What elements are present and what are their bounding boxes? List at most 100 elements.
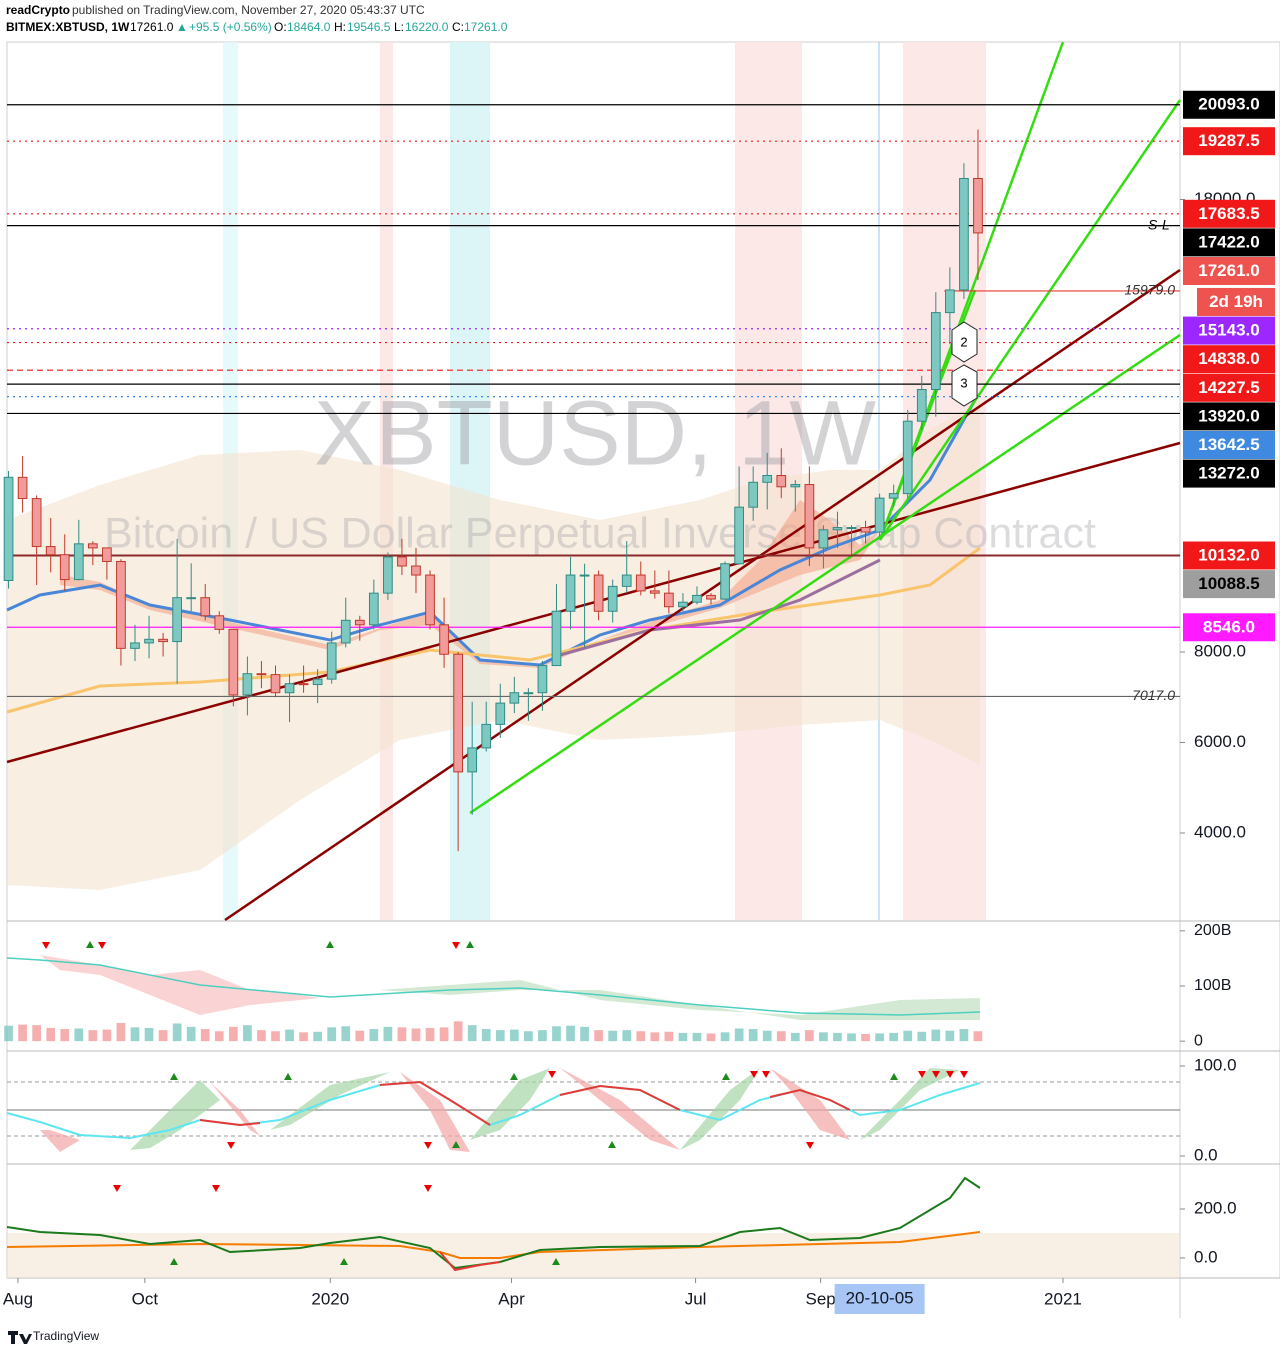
- price-label: 14227.5: [1198, 378, 1259, 397]
- osc-line-falling: [199, 1119, 261, 1127]
- volume-bar: [257, 1030, 266, 1042]
- volume-bar: [748, 1029, 758, 1042]
- volume-bar: [566, 1025, 575, 1042]
- price-label: 19287.5: [1198, 131, 1259, 150]
- volume-bar: [875, 1033, 884, 1042]
- candle-body: [930, 312, 941, 391]
- y-tick-label: 4000.0: [1194, 822, 1246, 841]
- candle-body: [411, 565, 421, 576]
- candle-body: [31, 498, 42, 548]
- volume-bar: [833, 1032, 842, 1042]
- candle-body: [73, 543, 84, 581]
- volume-bar: [327, 1027, 337, 1042]
- candle-body: [790, 484, 801, 488]
- candle-body: [579, 574, 590, 577]
- osc-line-falling: [769, 1088, 851, 1111]
- candle-body: [635, 574, 646, 592]
- candle-body: [846, 527, 857, 530]
- candle-body: [3, 476, 14, 581]
- volume-bar: [805, 1030, 814, 1042]
- y-tick-label: 100.0: [1194, 1056, 1237, 1075]
- price-label-box: [1183, 345, 1275, 374]
- x-tick-label: Apr: [498, 1289, 525, 1308]
- candle-body: [481, 723, 492, 749]
- candle-body: [804, 484, 815, 549]
- candle-body: [326, 642, 337, 680]
- x-tick-label: Oct: [132, 1289, 159, 1308]
- y-tick-label: 0: [1194, 1032, 1203, 1049]
- price-label: 15143.0: [1198, 321, 1259, 340]
- price-label: 8546.0: [1203, 617, 1255, 636]
- osc-line-falling: [559, 1084, 681, 1111]
- volume-bar: [524, 1031, 533, 1042]
- candle-body: [467, 747, 478, 773]
- logo: [8, 1331, 32, 1344]
- candle-body: [17, 476, 28, 500]
- volume-bar: [847, 1033, 856, 1042]
- x-tick-label: 2021: [1044, 1289, 1082, 1308]
- y-tick-label: 8000.0: [1194, 641, 1246, 660]
- volume-bar: [397, 1027, 407, 1042]
- volume-bar: [439, 1027, 449, 1042]
- x-tick-label: Aug: [3, 1289, 33, 1308]
- price-label: 17422.0: [1198, 232, 1259, 251]
- osc-cloud: [40, 1068, 850, 1152]
- volume-bar: [580, 1026, 589, 1042]
- volume-bar: [200, 1029, 210, 1042]
- price-label-box: [1183, 459, 1275, 488]
- volume-bar: [60, 1029, 70, 1042]
- price-label-box: [1183, 402, 1275, 431]
- candle-body: [298, 683, 309, 686]
- candle-body: [354, 619, 365, 626]
- candle-body: [256, 673, 267, 676]
- price: 17261.0: [130, 20, 174, 34]
- price-label-box: [1183, 316, 1275, 345]
- arrow: ▲: [176, 20, 188, 34]
- volume-bar: [931, 1029, 941, 1042]
- volume-bar: [341, 1026, 351, 1042]
- ema-line: [6, 399, 977, 667]
- candle-body: [270, 674, 281, 694]
- candle-body: [973, 177, 983, 234]
- volume-bar: [4, 1025, 13, 1042]
- countdown-box: [1197, 287, 1275, 316]
- wma-line: [559, 558, 881, 657]
- volume-bar: [819, 1032, 828, 1042]
- volume-bar: [903, 1030, 913, 1042]
- volume-bar: [481, 1029, 491, 1042]
- x-tick-label: Sep: [805, 1289, 835, 1308]
- price-label-box: [1183, 256, 1275, 285]
- volume-bar: [552, 1026, 561, 1042]
- volume-bar: [74, 1028, 84, 1042]
- y-tick-label: 0.0: [1194, 1247, 1218, 1266]
- h: 19546.5: [347, 20, 391, 34]
- candle-body: [172, 597, 182, 643]
- volume-bar: [158, 1030, 168, 1042]
- y-tick-label: 100B: [1194, 977, 1231, 994]
- volume-bar: [383, 1026, 393, 1042]
- candle-body: [818, 529, 829, 549]
- x-tick-label: 2020: [311, 1289, 349, 1308]
- price-label: 10132.0: [1198, 545, 1259, 564]
- candle-body: [762, 475, 773, 483]
- candle-body: [425, 574, 435, 626]
- ind-signal: [6, 1231, 981, 1259]
- candle-body: [565, 574, 576, 612]
- wave-label: 2: [960, 334, 967, 349]
- volume-bar: [32, 1025, 41, 1042]
- l: 16220.0: [405, 20, 449, 34]
- candle-body: [902, 420, 913, 495]
- main-pane: 15979.0 7017.0: [3, 104, 1180, 852]
- volume-bar: [692, 1032, 702, 1042]
- price-label-box: [1183, 127, 1275, 156]
- volume-bar: [102, 1029, 112, 1042]
- price-label: 13642.5: [1198, 435, 1259, 454]
- change: +95.5 (+0.56%): [189, 20, 272, 34]
- volume-bar: [973, 1031, 983, 1042]
- candle-body: [945, 289, 955, 314]
- volume-bar: [214, 1031, 224, 1042]
- volume-bar: [790, 1032, 800, 1042]
- volume-bar: [46, 1027, 56, 1042]
- crosshair-label: 20-10-05: [846, 1288, 914, 1307]
